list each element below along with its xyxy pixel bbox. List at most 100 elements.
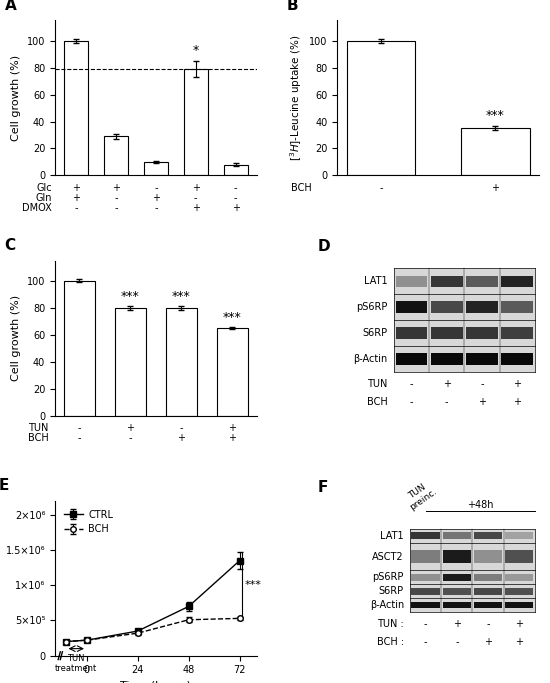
Bar: [443, 574, 471, 581]
Bar: [441, 585, 472, 598]
X-axis label: Time (hours): Time (hours): [120, 681, 191, 683]
Text: -: -: [424, 619, 427, 630]
Bar: [395, 353, 427, 365]
Text: *: *: [192, 44, 199, 57]
Bar: [431, 327, 463, 339]
Text: -: -: [74, 203, 78, 213]
Bar: [411, 550, 439, 563]
Bar: [505, 602, 534, 609]
Bar: [441, 570, 472, 585]
Text: ASCT2: ASCT2: [372, 552, 404, 561]
Bar: [394, 294, 429, 320]
Bar: [504, 529, 535, 542]
Text: ***: ***: [172, 290, 191, 303]
Bar: [394, 320, 429, 346]
Text: -: -: [234, 193, 237, 203]
Bar: [411, 588, 439, 594]
Bar: [429, 346, 464, 372]
Text: +: +: [228, 433, 236, 443]
Text: -: -: [154, 203, 158, 213]
Bar: [431, 301, 463, 313]
Bar: [443, 588, 471, 594]
Text: BCH: BCH: [367, 397, 388, 406]
Text: +48h: +48h: [467, 500, 493, 510]
Bar: [394, 268, 429, 294]
Bar: [395, 327, 427, 339]
Bar: [64, 281, 95, 415]
Text: LAT1: LAT1: [364, 277, 388, 286]
Text: +: +: [478, 397, 486, 406]
Text: +: +: [513, 379, 521, 389]
Text: +: +: [126, 423, 134, 433]
Bar: [472, 585, 504, 598]
Bar: [64, 41, 88, 176]
Bar: [504, 570, 535, 585]
Text: TUN: TUN: [29, 423, 49, 433]
Text: -: -: [445, 397, 448, 406]
Bar: [394, 346, 429, 372]
Bar: [346, 41, 415, 176]
Text: ***: ***: [223, 311, 241, 324]
Bar: [441, 598, 472, 612]
Bar: [410, 570, 441, 585]
Text: A: A: [4, 0, 16, 13]
Text: +: +: [492, 183, 499, 193]
Bar: [166, 308, 196, 415]
Text: pS6RP: pS6RP: [372, 572, 404, 583]
Bar: [504, 542, 535, 570]
Text: +: +: [228, 423, 236, 433]
Text: +: +: [484, 637, 492, 647]
Bar: [505, 574, 534, 581]
Bar: [474, 550, 502, 563]
Text: +: +: [112, 183, 120, 193]
Text: DMOX: DMOX: [23, 203, 52, 213]
Bar: [464, 268, 499, 294]
Bar: [429, 294, 464, 320]
Bar: [474, 533, 502, 539]
Bar: [429, 268, 464, 294]
Text: Gln: Gln: [36, 193, 52, 203]
Text: -: -: [410, 397, 413, 406]
Text: +: +: [515, 619, 524, 630]
Bar: [184, 69, 208, 176]
Bar: [472, 529, 504, 542]
Text: +: +: [513, 397, 521, 406]
Text: B: B: [287, 0, 299, 13]
Text: -: -: [410, 379, 413, 389]
Text: BCH: BCH: [292, 183, 312, 193]
Text: +: +: [453, 619, 461, 630]
Bar: [472, 598, 504, 612]
Bar: [464, 294, 499, 320]
Bar: [395, 301, 427, 313]
Text: pS6RP: pS6RP: [356, 303, 388, 312]
Bar: [502, 301, 533, 313]
Text: -: -: [194, 193, 197, 203]
Bar: [410, 542, 441, 570]
Text: -: -: [78, 433, 81, 443]
Text: +: +: [72, 193, 80, 203]
Bar: [474, 602, 502, 609]
Text: +: +: [443, 379, 451, 389]
Bar: [410, 529, 441, 542]
Bar: [443, 533, 471, 539]
Text: C: C: [4, 238, 16, 253]
Bar: [502, 275, 533, 287]
Y-axis label: Cell growth (%): Cell growth (%): [12, 55, 21, 141]
Bar: [441, 542, 472, 570]
Bar: [504, 598, 535, 612]
Bar: [474, 574, 502, 581]
Text: -: -: [424, 637, 427, 647]
Text: E: E: [0, 478, 9, 493]
Y-axis label: $[^3H]$-Leucine uptake (%): $[^3H]$-Leucine uptake (%): [288, 35, 304, 161]
Bar: [499, 294, 535, 320]
Text: +: +: [152, 193, 160, 203]
Text: BCH: BCH: [28, 433, 49, 443]
Bar: [502, 327, 533, 339]
Legend: CTRL, BCH: CTRL, BCH: [60, 505, 117, 538]
Text: ***: ***: [486, 109, 505, 122]
Bar: [464, 320, 499, 346]
Bar: [474, 588, 502, 594]
Text: -: -: [154, 183, 158, 193]
Text: -: -: [455, 637, 459, 647]
Text: -: -: [486, 619, 490, 630]
